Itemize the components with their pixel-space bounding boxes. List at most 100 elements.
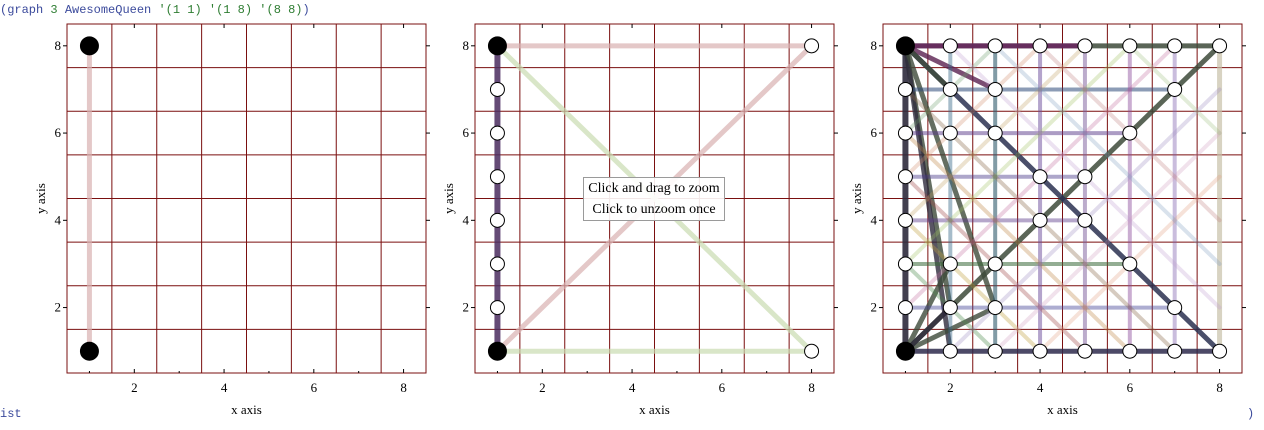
graph-edge <box>993 43 1222 266</box>
y-axis-label: y axis <box>33 183 48 214</box>
zoom-tooltip: Click and drag to zoom Click to unzoom o… <box>583 177 725 221</box>
open-node <box>942 300 958 316</box>
open-node <box>942 81 958 97</box>
y-tick-label: 4 <box>55 212 62 227</box>
open-node <box>897 300 913 316</box>
x-tick-label: 4 <box>629 380 636 395</box>
zoom-tooltip-line1: Click and drag to zoom <box>588 181 720 196</box>
open-node <box>1032 343 1048 359</box>
status-right-text: ) <box>1247 407 1255 421</box>
filled-node <box>895 36 915 56</box>
x-tick-label: 8 <box>1216 380 1223 395</box>
x-tick-label: 8 <box>400 380 407 395</box>
open-node <box>897 81 913 97</box>
zoom-tooltip-line2: Click to unzoom once <box>592 202 716 217</box>
open-node <box>1167 343 1183 359</box>
repl-command: (graph 3 AwesomeQueen '(1 1) '(1 8) '(8 … <box>0 3 310 17</box>
graph-edge <box>903 218 1043 354</box>
y-tick-label: 6 <box>55 125 62 140</box>
open-node <box>897 212 913 228</box>
y-tick-label: 8 <box>463 38 470 53</box>
graph-edge <box>902 43 998 92</box>
filled-node <box>487 341 507 361</box>
y-axis-label: y axis <box>849 183 864 214</box>
open-node <box>1077 169 1093 185</box>
open-node <box>489 256 505 272</box>
y-tick-label: 4 <box>871 212 878 227</box>
open-node <box>897 169 913 185</box>
x-tick-label: 4 <box>221 380 228 395</box>
y-tick-label: 6 <box>871 125 878 140</box>
repl-arg-piece: AwesomeQueen <box>64 3 152 17</box>
open-node <box>1077 212 1093 228</box>
graph-edge <box>903 43 1132 266</box>
x-tick-label: 6 <box>719 380 726 395</box>
y-tick-label: 6 <box>463 125 470 140</box>
open-node <box>987 125 1003 141</box>
open-node <box>987 343 1003 359</box>
x-tick-label: 4 <box>1037 380 1044 395</box>
open-node <box>1122 38 1138 54</box>
y-axis-label: y axis <box>441 183 456 214</box>
graph-edge <box>902 305 953 354</box>
open-node <box>942 256 958 272</box>
open-node <box>804 343 820 359</box>
x-tick-label: 2 <box>131 380 138 395</box>
open-node <box>1077 38 1093 54</box>
open-node <box>1167 300 1183 316</box>
plot-frame <box>882 23 1243 374</box>
repl-arg-end: '(8 8) <box>259 3 303 17</box>
y-tick-label: 2 <box>55 300 62 315</box>
x-axis-label: x axis <box>231 402 262 417</box>
open-node <box>1212 343 1228 359</box>
open-node <box>489 81 505 97</box>
open-node <box>1122 343 1138 359</box>
filled-node <box>79 341 99 361</box>
open-node <box>489 125 505 141</box>
graph-edge <box>903 131 1132 354</box>
repl-arg-count: 3 <box>50 3 58 17</box>
filled-node <box>487 36 507 56</box>
open-node <box>1032 212 1048 228</box>
plot-panel-right[interactable]: 2 4 6 8 2 4 6 8 x axis y axis <box>849 23 1246 417</box>
graph-edge <box>993 131 1222 354</box>
open-node <box>942 125 958 141</box>
filled-node <box>895 341 915 361</box>
y-tick-label: 2 <box>871 300 878 315</box>
graph-edge <box>903 43 1043 179</box>
x-tick-label: 6 <box>311 380 318 395</box>
open-node <box>987 38 1003 54</box>
repl-arg-mid: '(1 8) <box>208 3 253 17</box>
open-node <box>1077 343 1093 359</box>
open-node <box>897 256 913 272</box>
open-node <box>1167 38 1183 54</box>
open-node <box>987 81 1003 97</box>
open-node <box>489 212 505 228</box>
repl-close: ) <box>302 3 310 17</box>
open-node <box>489 300 505 316</box>
open-node <box>489 169 505 185</box>
open-node <box>1167 81 1183 97</box>
graph-edge <box>902 261 953 354</box>
status-left-text: ist <box>0 407 22 421</box>
x-tick-label: 2 <box>947 380 954 395</box>
open-node <box>987 300 1003 316</box>
open-node <box>942 343 958 359</box>
y-tick-label: 8 <box>55 38 62 53</box>
open-node <box>897 125 913 141</box>
x-tick-label: 8 <box>808 380 815 395</box>
open-node <box>987 256 1003 272</box>
plot-panel-left[interactable]: 2 4 6 8 2 4 6 8 x axis y axis <box>33 23 430 417</box>
y-tick-label: 4 <box>463 212 470 227</box>
graph-edge <box>902 43 953 92</box>
x-axis-label: x axis <box>639 402 670 417</box>
filled-node <box>79 36 99 56</box>
repl-arg-start: '(1 1) <box>158 3 202 17</box>
x-tick-label: 6 <box>1127 380 1134 395</box>
repl-open: (graph <box>0 3 44 17</box>
open-node <box>1212 38 1228 54</box>
open-node <box>1032 38 1048 54</box>
open-node <box>1032 169 1048 185</box>
open-node <box>804 38 820 54</box>
